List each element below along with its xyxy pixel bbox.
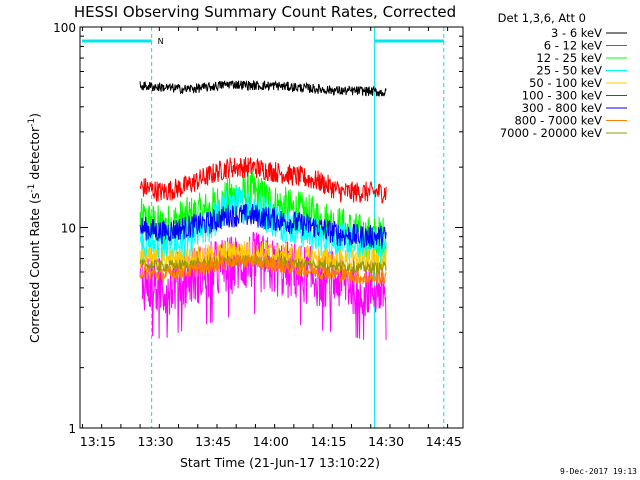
legend-label-6: 300 - 800 keV	[522, 101, 602, 115]
x-tick-label-0: 13:15	[80, 434, 116, 449]
y-tick-label-1: 10	[61, 222, 76, 236]
legend-label-2: 12 - 25 keV	[536, 51, 602, 65]
x-axis: 13:15 13:30 13:45 14:00 14:15 14:30 14:45	[80, 27, 462, 449]
series-line-7	[139, 253, 387, 285]
legend-title: Det 1,3,6, Att 0	[498, 11, 586, 25]
y-tick-label-2: 100	[53, 21, 76, 35]
x-tick-label-1: 13:30	[137, 434, 173, 449]
plot-area: N	[79, 27, 445, 428]
legend-label-7: 800 - 7000 keV	[514, 114, 602, 128]
x-tick-label-4: 14:15	[310, 434, 346, 449]
night-label: N	[158, 37, 164, 46]
legend-label-8: 7000 - 20000 keV	[500, 126, 602, 140]
legend-label-4: 50 - 100 keV	[529, 76, 602, 90]
legend-label-5: 100 - 300 keV	[522, 89, 602, 103]
legend-label-1: 6 - 12 keV	[544, 39, 602, 53]
legend-label-0: 3 - 6 keV	[551, 26, 602, 40]
x-tick-label-2: 13:45	[195, 434, 231, 449]
y-axis-label: Corrected Count Rate (s-1 detector-1)	[27, 113, 42, 343]
x-tick-label-3: 14:00	[253, 434, 289, 449]
series-line-6	[139, 203, 387, 249]
x-tick-label-5: 14:30	[368, 434, 404, 449]
series-line-0	[139, 79, 387, 97]
y-tick-label-0: 1	[68, 422, 76, 436]
x-axis-label: Start Time (21-Jun-17 13:10:22)	[180, 455, 380, 470]
legend-label-3: 25 - 50 keV	[536, 64, 602, 78]
y-axis: 1 10 100	[53, 21, 463, 436]
x-tick-label-6: 14:45	[426, 434, 462, 449]
date-stamp: 9-Dec-2017 19:13	[560, 467, 637, 476]
series-line-4	[139, 240, 387, 274]
chart-title: HESSI Observing Summary Count Rates, Cor…	[74, 3, 456, 21]
series-line-5	[139, 156, 387, 204]
